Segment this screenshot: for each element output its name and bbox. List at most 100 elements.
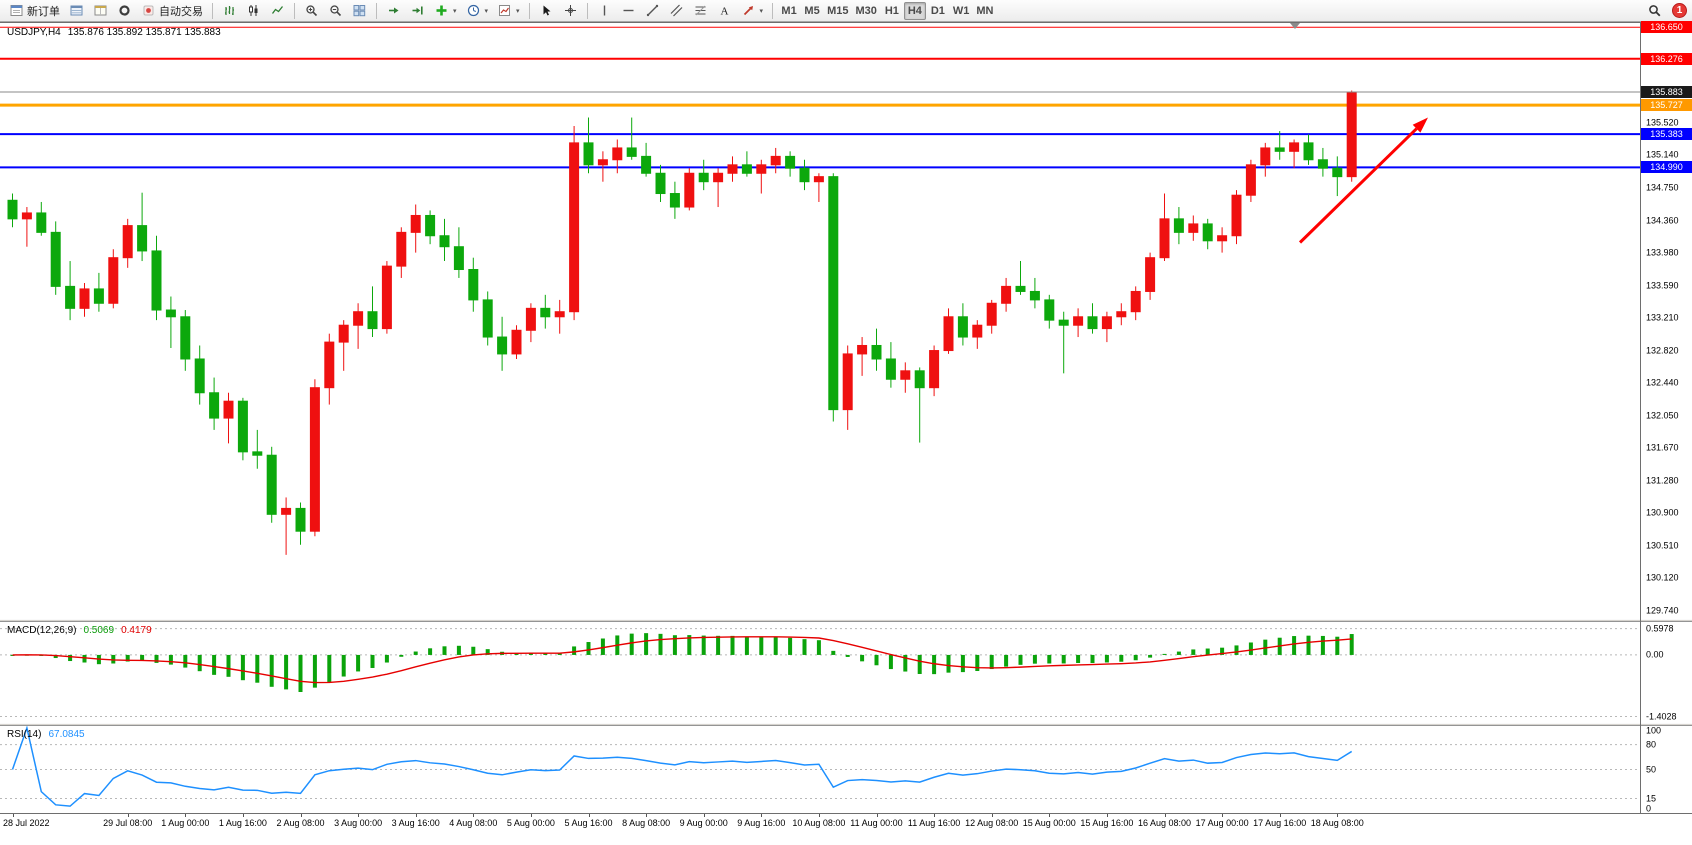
- timeframe-m30-button[interactable]: M30: [852, 2, 879, 20]
- zoom-out-button[interactable]: [324, 2, 347, 20]
- line-chart-button[interactable]: [266, 2, 289, 20]
- price-chart[interactable]: [0, 23, 1640, 619]
- rsi-axis[interactable]: 100 80 50 15 0: [1641, 726, 1692, 813]
- auto-scroll-button[interactable]: [382, 2, 405, 20]
- chart-shift-button[interactable]: [406, 2, 429, 20]
- chart-area: USDJPY,H4 135.876 135.892 135.871 135.883…: [0, 21, 1692, 845]
- toolbar-separator: [772, 2, 774, 19]
- timeframe-mn-button[interactable]: MN: [973, 2, 996, 20]
- rsi-panel[interactable]: [0, 726, 1640, 813]
- auto-scroll-icon: [386, 3, 401, 18]
- chart-shift-marker[interactable]: [1290, 23, 1300, 29]
- time-axis[interactable]: 28 Jul 2022 29 Jul 08:00 1 Aug 00:00 1 Aug …: [0, 813, 1692, 845]
- auto-trading-icon: [141, 3, 156, 18]
- auto-trading-button[interactable]: 自动交易: [137, 2, 207, 20]
- toolbar: 新订单 自动交易 ▾ ▾ ▾ A ▾ M1 M5 M15 M30 H1 H4 D1 W1 MN 1: [0, 0, 1692, 22]
- price-scale-label: 134.750: [1646, 182, 1679, 193]
- price-scale-label: 134.360: [1646, 215, 1679, 226]
- panel-divider[interactable]: [0, 619, 1692, 622]
- crosshair-icon: [563, 3, 578, 18]
- timeframe-h4-button[interactable]: H4: [903, 1, 926, 20]
- dropdown-caret-icon: ▾: [516, 7, 520, 15]
- price-axis[interactable]: 135.520 135.140 134.750 134.360 133.980 133.5…: [1641, 21, 1692, 619]
- templates-button[interactable]: ▾: [493, 2, 524, 20]
- time-label: 17 Aug 16:00: [1253, 818, 1307, 828]
- cursor-button[interactable]: [535, 2, 558, 20]
- notification-badge[interactable]: 1: [1672, 3, 1687, 18]
- candlestick-chart-button[interactable]: [242, 2, 265, 20]
- search-icon: [1647, 3, 1662, 18]
- market-watch-button[interactable]: [65, 2, 88, 20]
- fibonacci-icon: [693, 3, 708, 18]
- text-label-button[interactable]: A: [713, 2, 736, 20]
- timeframe-m1-button-label: M1: [781, 4, 797, 17]
- new-order-button[interactable]: 新订单: [5, 2, 64, 20]
- timeframe-w1-button-label: W1: [952, 4, 970, 17]
- timeframe-m5-button-label: M5: [804, 4, 820, 17]
- rsi-line: [11, 726, 1353, 807]
- fibonacci-button[interactable]: [689, 2, 712, 20]
- timeframe-m1-button[interactable]: M1: [778, 2, 800, 20]
- trendline-button[interactable]: [641, 2, 664, 20]
- time-label: 2 Aug 08:00: [276, 818, 325, 828]
- time-label: 15 Aug 16:00: [1080, 818, 1134, 828]
- rsi-scale-label: 100: [1646, 725, 1662, 736]
- timeframe-m5-button[interactable]: M5: [801, 2, 823, 20]
- macd-panel[interactable]: [0, 622, 1640, 723]
- vertical-line-icon: [597, 3, 612, 18]
- indicators-button[interactable]: ▾: [430, 2, 461, 20]
- price-scale-label: 133.980: [1646, 247, 1679, 258]
- zoom-in-button[interactable]: [300, 2, 323, 20]
- price-scale-label: 130.510: [1646, 540, 1679, 551]
- line-chart-icon: [270, 3, 285, 18]
- price-line-tag[interactable]: 135.727: [1641, 99, 1692, 112]
- timeframe-d1-button[interactable]: D1: [927, 2, 949, 20]
- timeframe-w1-button[interactable]: W1: [950, 2, 973, 20]
- tile-windows-button[interactable]: [348, 2, 371, 20]
- macd-scale-label: -1.4028: [1646, 711, 1677, 722]
- toolbar-separator: [294, 2, 295, 19]
- timeframe-d1-button-label: D1: [930, 4, 945, 17]
- price-line-tag[interactable]: 135.383: [1641, 128, 1692, 141]
- trend-arrow-annotation[interactable]: [1298, 117, 1428, 244]
- refresh-icon: [117, 3, 132, 18]
- toolbar-right: 1: [1643, 2, 1687, 20]
- crosshair-button[interactable]: [559, 2, 582, 20]
- time-label: 12 Aug 08:00: [965, 818, 1019, 828]
- timeframe-m15-button[interactable]: M15: [824, 2, 851, 20]
- horizontal-line-button[interactable]: [617, 2, 640, 20]
- refresh-button[interactable]: [113, 2, 136, 20]
- time-label: 8 Aug 08:00: [622, 818, 671, 828]
- horizontal-lines-layer: [0, 26, 1640, 169]
- price-line-tag[interactable]: 134.990: [1641, 161, 1692, 174]
- bar-chart-button[interactable]: [218, 2, 241, 20]
- search-button[interactable]: [1643, 2, 1666, 20]
- time-tick: [1106, 814, 1108, 817]
- time-label: 1 Aug 00:00: [161, 818, 210, 828]
- data-window-icon: [93, 3, 108, 18]
- price-line-tag[interactable]: 136.650: [1641, 21, 1692, 34]
- arrows-button[interactable]: ▾: [737, 2, 768, 20]
- timeframe-m30-button-label: M30: [855, 4, 877, 17]
- price-scale-label: 132.820: [1646, 345, 1679, 356]
- timeframe-h1-button[interactable]: H1: [881, 2, 903, 20]
- time-label: 3 Aug 16:00: [391, 818, 440, 828]
- toolbar-separator: [376, 2, 377, 19]
- time-tick: [242, 814, 244, 817]
- equidistant-channel-button[interactable]: [665, 2, 688, 20]
- panel-divider[interactable]: [0, 723, 1692, 726]
- time-label: 5 Aug 00:00: [506, 818, 555, 828]
- vertical-line-button[interactable]: [593, 2, 616, 20]
- periods-button[interactable]: ▾: [462, 2, 493, 20]
- data-window-button[interactable]: [89, 2, 112, 20]
- price-scale-label: 132.440: [1646, 377, 1679, 388]
- zoom-out-icon: [328, 3, 343, 18]
- template-icon: [497, 3, 512, 18]
- toolbar-separator: [586, 2, 588, 19]
- price-scale-label: 132.050: [1646, 410, 1679, 421]
- rsi-scale-label: 0: [1646, 803, 1652, 814]
- time-label: 15 Aug 00:00: [1022, 818, 1076, 828]
- price-line-tag[interactable]: 136.276: [1641, 52, 1692, 65]
- macd-axis[interactable]: 0.5978 0.00 -1.4028: [1641, 622, 1692, 723]
- time-tick: [934, 814, 936, 817]
